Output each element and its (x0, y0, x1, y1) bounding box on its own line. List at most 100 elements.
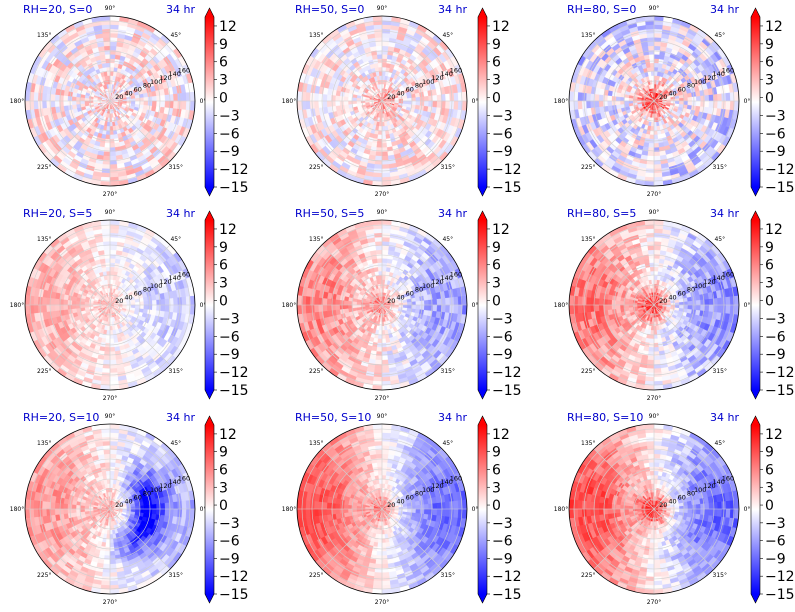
panel-title: RH=20, S=0 (23, 3, 92, 16)
angle-tick-label: 180° (554, 506, 568, 513)
colorbar-tick-label: −12 (765, 569, 795, 585)
radial-tick-label: 60 (134, 86, 142, 94)
angle-tick-label: 225° (309, 572, 323, 579)
angle-tick-label: 90° (377, 5, 388, 12)
colorbar-tick-label: 0 (765, 91, 774, 107)
radial-tick-label: 140 (168, 478, 180, 486)
angle-tick-label: 180° (554, 302, 568, 309)
polar-frame (568, 423, 740, 595)
grid-spoke (49, 448, 111, 510)
colorbar-gradient (478, 220, 487, 390)
angle-tick-label: 45° (170, 32, 181, 39)
colorbar-tick-label: −12 (219, 162, 249, 178)
grid-spoke (49, 244, 111, 306)
colorbar-tick-label: 12 (765, 222, 783, 238)
colorbar-extend-top (478, 211, 487, 220)
radial-tick-label: 120 (703, 482, 715, 490)
colorbar-tick-label: −12 (765, 365, 795, 381)
angle-tick-label: 45° (442, 440, 453, 447)
colorbar-extend-bottom (205, 594, 214, 603)
radial-tick-label: 80 (143, 82, 151, 90)
panel-title: RH=50, S=5 (295, 207, 364, 220)
angle-tick-label: 0° (744, 98, 751, 105)
colorbar-gradient (751, 425, 760, 594)
radial-tick-label: 20 (387, 93, 395, 101)
panel-time-label: 34 hr (166, 3, 195, 16)
colorbar-tick-label: 9 (219, 37, 228, 53)
colorbar-tick-label: 9 (492, 240, 501, 256)
panel-time-label: 34 hr (710, 411, 739, 424)
colorbar-tick-label: −6 (219, 126, 240, 142)
colorbar-tick-label: −15 (492, 587, 522, 603)
grid-spoke (109, 100, 171, 162)
colorbar-tick-label: −3 (492, 311, 513, 327)
radial-tick-label: 140 (440, 274, 452, 282)
angle-tick-label: 270° (647, 599, 661, 606)
colorbar-tick-label: −9 (492, 144, 513, 160)
grid-spoke (593, 448, 655, 510)
grid-spoke (321, 304, 383, 366)
radial-tick-label: 20 (115, 93, 123, 101)
angle-tick-label: 225° (37, 164, 51, 171)
angle-tick-label: 225° (37, 368, 51, 375)
radial-tick-label: 120 (431, 482, 443, 490)
angle-tick-label: 135° (581, 440, 595, 447)
colorbar-tick-label: 0 (765, 498, 774, 514)
radial-tick-label: 60 (134, 290, 142, 298)
colorbar-gradient (205, 17, 214, 187)
angle-tick-label: 135° (309, 32, 323, 39)
radial-tick-label: 140 (168, 70, 180, 78)
panel-title: RH=80, S=10 (567, 411, 643, 424)
angle-tick-label: 135° (581, 236, 595, 243)
colorbar-tick-label: 6 (219, 462, 228, 478)
radial-tick-label: 40 (668, 89, 676, 97)
radial-tick-label: 60 (134, 494, 142, 502)
colorbar-tick-label: 12 (219, 222, 237, 238)
angle-tick-label: 0° (472, 98, 479, 105)
colorbar-tick-label: 6 (219, 55, 228, 71)
angle-tick-label: 180° (282, 302, 296, 309)
colorbar-tick-label: 6 (492, 462, 501, 478)
colorbar-tick-label: −9 (219, 551, 240, 567)
colorbar-tick-label: −15 (492, 180, 522, 196)
angle-tick-label: 315° (169, 572, 183, 579)
colorbar-tick-label: −9 (492, 347, 513, 363)
angle-tick-label: 45° (442, 32, 453, 39)
radial-tick-label: 100 (422, 486, 434, 494)
angle-tick-label: 270° (103, 191, 117, 198)
panel-title: RH=80, S=0 (567, 3, 636, 16)
grid-spoke (49, 100, 111, 162)
grid-spoke (653, 244, 715, 306)
polar-frame (568, 15, 740, 187)
angle-tick-label: 180° (10, 506, 24, 513)
colorbar-tick-label: −6 (492, 534, 513, 550)
angle-tick-label: 135° (37, 440, 51, 447)
colorbar-gradient (478, 17, 487, 187)
colorbar-tick-label: 6 (765, 258, 774, 274)
colorbar-tick-label: −9 (219, 144, 240, 160)
angle-tick-label: 135° (309, 440, 323, 447)
angle-tick-label: 90° (105, 413, 116, 420)
colorbar-tick-label: −3 (219, 516, 240, 532)
radial-tick-label: 20 (659, 501, 667, 509)
angle-tick-label: 45° (170, 236, 181, 243)
colorbar-tick-label: −12 (492, 569, 522, 585)
radial-tick-label: 120 (703, 74, 715, 82)
radial-tick-label: 120 (159, 482, 171, 490)
radial-tick-label: 40 (668, 293, 676, 301)
radial-tick-label: 20 (115, 297, 123, 305)
radial-tick-label: 160 (178, 474, 190, 482)
colorbar-tick-label: 0 (219, 91, 228, 107)
colorbar-tick-label: 12 (492, 19, 510, 35)
colorbar-tick-label: 12 (492, 222, 510, 238)
radial-tick-label: 60 (678, 86, 686, 94)
colorbar-tick-label: −15 (492, 383, 522, 399)
angle-tick-label: 45° (714, 32, 725, 39)
colorbar-extend-top (478, 416, 487, 425)
